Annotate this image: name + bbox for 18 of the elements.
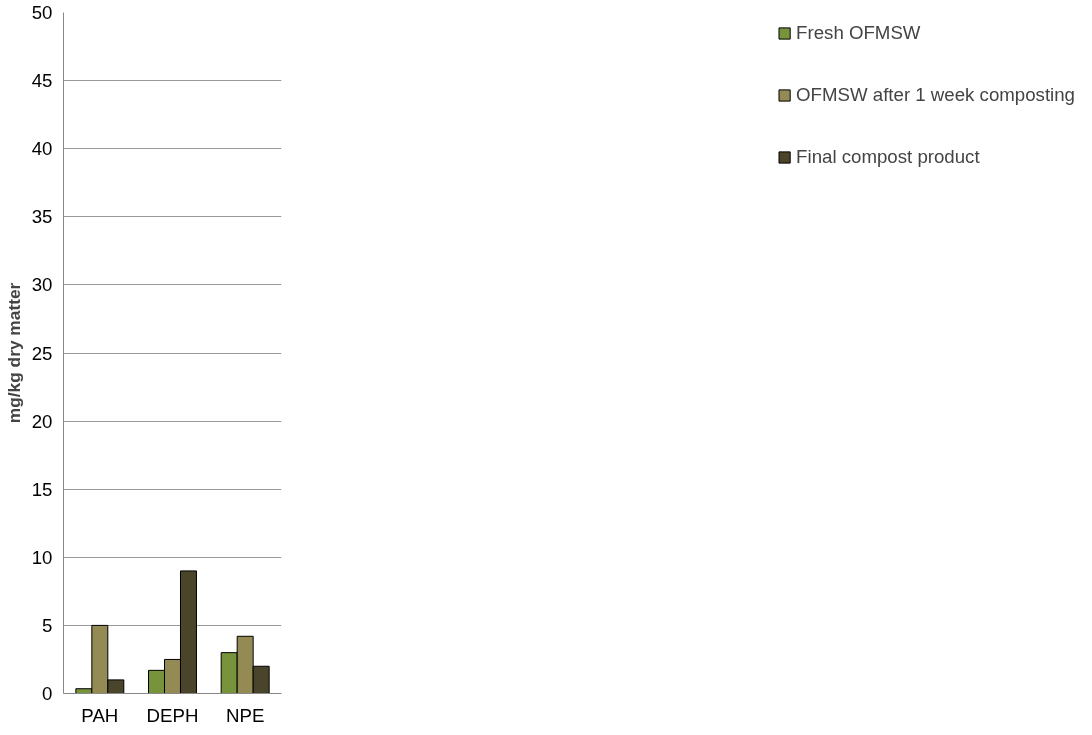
y-tick-label: 0 xyxy=(42,683,53,704)
x-tick-label: DEPH xyxy=(146,704,199,726)
x-tick-label: NPE xyxy=(225,704,265,726)
legend-label: Fresh OFMSW xyxy=(796,22,921,44)
y-tick-label: 45 xyxy=(31,70,53,92)
y-tick-label: 50 xyxy=(31,2,53,23)
y-tick-label: 5 xyxy=(42,614,53,636)
legend-label: Final compost product xyxy=(796,146,980,168)
y-tick-label: 30 xyxy=(31,274,53,296)
y-tick-label: 15 xyxy=(31,478,53,500)
x-tick-label: PAH xyxy=(81,704,119,726)
y-tick-label: 25 xyxy=(31,342,53,364)
y-tick-label: 35 xyxy=(31,206,53,228)
y-tick-label: 20 xyxy=(31,410,53,432)
y-tick-label: 10 xyxy=(31,546,53,568)
y-tick-label: 40 xyxy=(31,138,53,160)
y-axis-title: mg/kg dry matter xyxy=(3,282,24,424)
legend-label: OFMSW after 1 week composting xyxy=(796,84,1075,106)
